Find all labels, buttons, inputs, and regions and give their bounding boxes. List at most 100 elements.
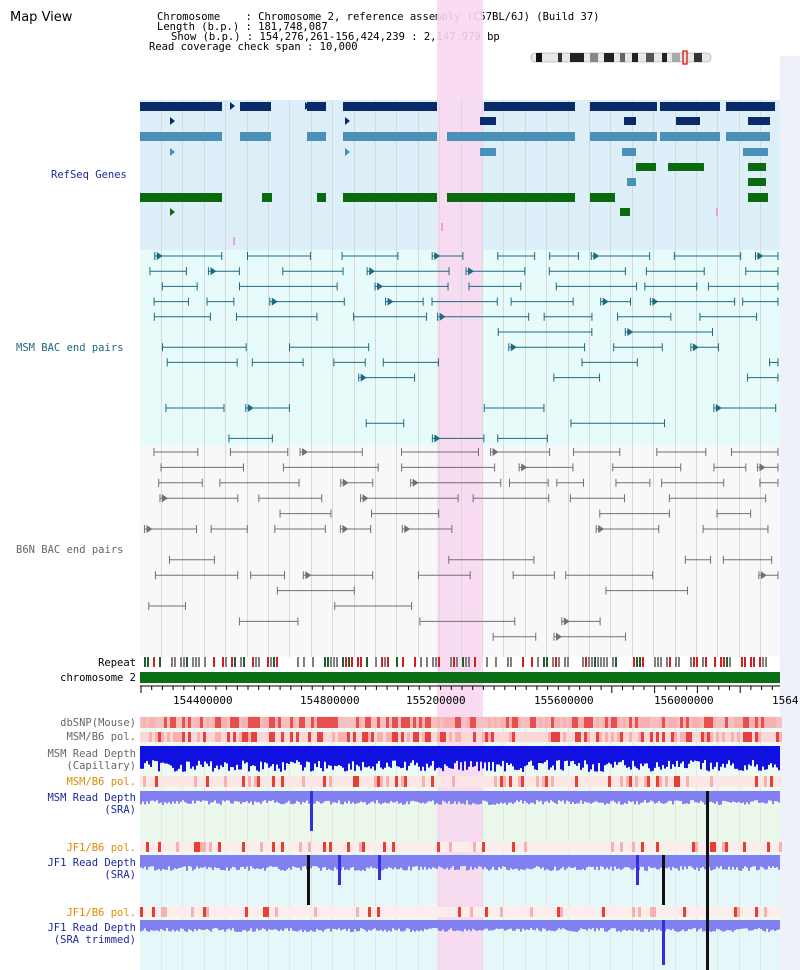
read-depth-bar (474, 746, 476, 767)
chromosome-label[interactable]: chromosome 2 (60, 672, 136, 684)
read-depth-bar (544, 791, 546, 802)
polymorphism-cell (536, 732, 539, 742)
read-depth-bar (526, 855, 528, 869)
b6n-bac-pair-arrow (521, 463, 528, 472)
read-depth-bar (690, 920, 692, 930)
msm-bac-label[interactable]: MSM BAC end pairs (16, 342, 124, 354)
read-depth-bar (454, 920, 456, 932)
polymorphism-cell (413, 907, 416, 917)
polymorphism-cell (305, 732, 308, 742)
msm-depth-sra-label[interactable]: MSM Read Depth (47, 792, 136, 804)
polymorphism-cell (356, 776, 359, 787)
read-depth-bar (148, 920, 150, 932)
msm-pol-label-1[interactable]: MSM/B6 pol. (66, 731, 136, 743)
read-depth-bar (506, 746, 508, 763)
polymorphism-cell (779, 907, 782, 917)
read-depth-bar (414, 791, 416, 802)
polymorphism-cell (470, 907, 473, 917)
read-depth-bar (338, 746, 340, 766)
polymorphism-cell (245, 776, 248, 787)
repeat-element (450, 657, 452, 667)
polymorphism-cell (335, 907, 338, 917)
polymorphism-cell (614, 842, 617, 852)
read-depth-bar (388, 920, 390, 931)
read-depth-bar (738, 746, 740, 771)
read-depth-bar (320, 746, 322, 769)
read-depth-bar (756, 791, 758, 801)
read-depth-bar (650, 920, 652, 930)
read-depth-bar (304, 855, 306, 867)
read-depth-bar (518, 746, 520, 770)
b6n-bac-label[interactable]: B6N BAC end pairs (16, 544, 124, 556)
read-depth-bar (582, 855, 584, 869)
read-depth-bar (460, 791, 462, 804)
polymorphism-cell (530, 776, 533, 787)
msm-pol-label-2[interactable]: MSM/B6 pol. (66, 776, 136, 788)
jf1-depth-label[interactable]: JF1 Read Depth (47, 857, 136, 869)
read-depth-bar (594, 791, 596, 802)
polymorphism-cell (437, 842, 440, 852)
gene-feature (317, 193, 326, 202)
repeat-label[interactable]: Repeat (98, 657, 136, 669)
jf1-trim-label[interactable]: JF1 Read Depth (47, 922, 136, 934)
highlight-region[interactable] (437, 0, 483, 970)
polymorphism-cell (767, 907, 770, 917)
polymorphism-cell (575, 717, 578, 728)
polymorphism-cell (230, 842, 233, 852)
polymorphism-cell (230, 732, 233, 742)
read-depth-bar (308, 920, 310, 932)
read-depth-bar (712, 920, 714, 932)
read-depth-bar (494, 791, 496, 805)
polymorphism-cell (488, 717, 491, 728)
read-depth-bar (746, 746, 748, 770)
polymorphism-cell (356, 717, 359, 728)
polymorphism-cell (440, 717, 443, 728)
read-depth-bar (572, 920, 574, 932)
read-depth-bar (254, 920, 256, 932)
polymorphism-cell (494, 717, 497, 728)
jf1-pol-label-1[interactable]: JF1/B6 pol. (66, 842, 136, 854)
polymorphism-cell (713, 907, 716, 917)
repeat-element (303, 657, 305, 667)
read-depth-bar (462, 746, 464, 771)
polymorphism-cell (545, 907, 548, 917)
polymorphism-cell (659, 842, 662, 852)
repeat-element (147, 657, 149, 667)
polymorphism-cell (620, 907, 623, 917)
read-depth-bar (574, 791, 576, 805)
read-depth-bar (600, 746, 602, 772)
read-depth-bar (610, 746, 612, 765)
msm-bac-pair-arrow (602, 297, 609, 306)
polymorphism-cell (221, 907, 224, 917)
polymorphism-cell (662, 776, 665, 787)
read-depth-bar (464, 855, 466, 867)
gene-feature (307, 102, 326, 111)
refseq-label[interactable]: RefSeq Genes (51, 169, 127, 181)
jf1-pol-label-2[interactable]: JF1/B6 pol. (66, 907, 136, 919)
polymorphism-cell (692, 732, 695, 742)
read-depth-bar (520, 791, 522, 801)
polymorphism-cell (761, 907, 764, 917)
read-depth-bar (550, 791, 552, 801)
read-depth-bar (716, 791, 718, 802)
read-depth-bar (356, 855, 358, 871)
read-depth-bar (756, 920, 758, 930)
polymorphism-cell (212, 732, 215, 742)
repeat-element (252, 657, 254, 667)
read-depth-bar (694, 791, 696, 803)
read-depth-bar (762, 746, 764, 767)
msm-depth-capillary-label[interactable]: MSM Read Depth (47, 748, 136, 760)
read-depth-bar (434, 791, 436, 805)
read-depth-bar (376, 791, 378, 801)
read-depth-bar (316, 920, 318, 929)
polymorphism-cell (266, 717, 269, 728)
repeat-element (522, 657, 524, 667)
dbsnp-label[interactable]: dbSNP(Mouse) (60, 717, 136, 729)
read-depth-bar (142, 791, 144, 802)
polymorphism-cell (563, 907, 566, 917)
polymorphism-cell (530, 717, 533, 728)
polymorphism-cell (473, 907, 476, 917)
repeat-element (582, 657, 584, 667)
read-depth-bar (542, 855, 544, 868)
